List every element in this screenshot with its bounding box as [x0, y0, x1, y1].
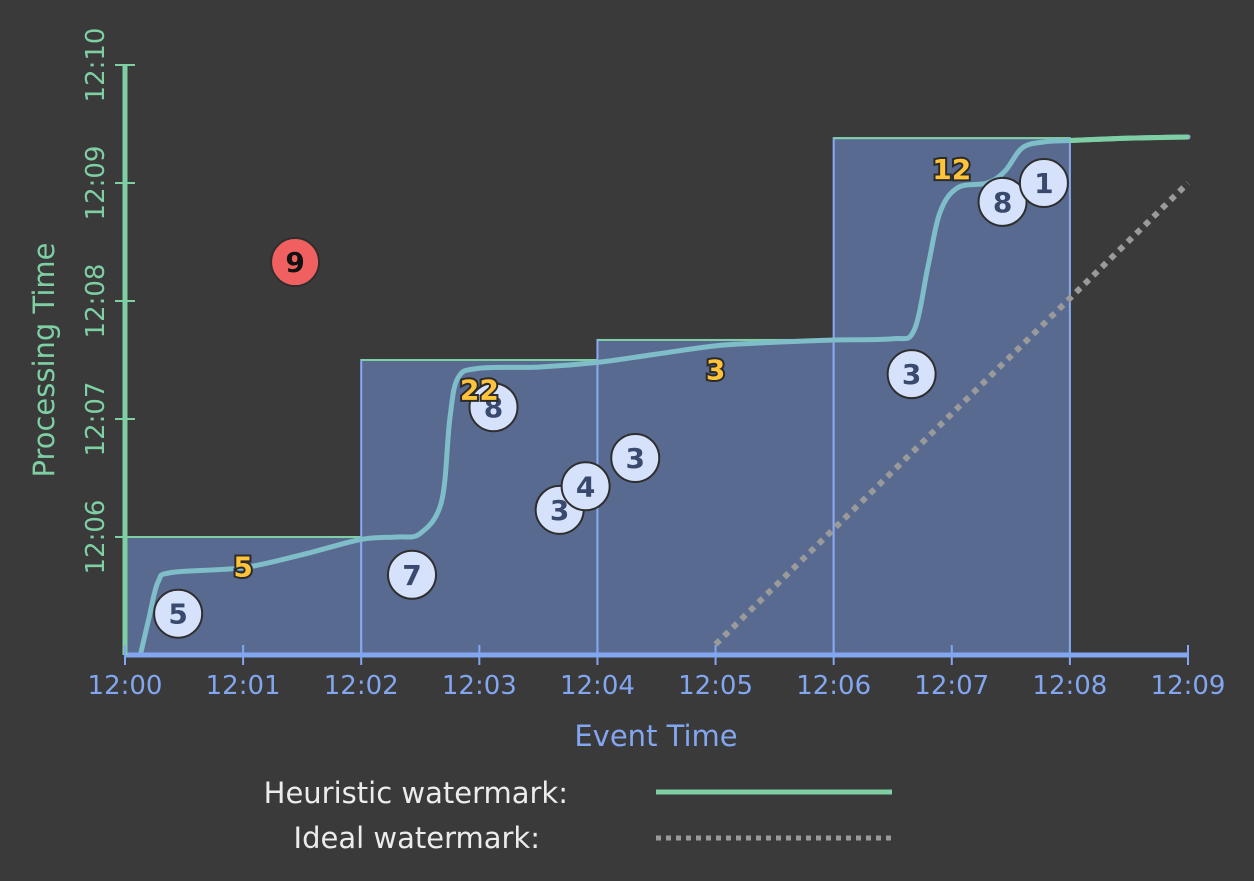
- input-point: 7: [387, 549, 438, 600]
- x-tick-label: 12:09: [1151, 671, 1226, 701]
- input-point-label: 3: [550, 494, 569, 527]
- y-tick-label: 12:07: [81, 382, 111, 457]
- x-axis-title: Event Time: [574, 719, 737, 753]
- window-4: [832, 137, 1071, 657]
- input-point: 8: [977, 176, 1028, 227]
- ideal-watermark: [713, 180, 1191, 647]
- ideal-watermark-line: [713, 180, 1191, 647]
- result-label: 3: [706, 353, 725, 386]
- y-tick-label: 12:10: [81, 28, 111, 103]
- y-tick-label: 12:08: [81, 264, 111, 339]
- input-point: 4: [560, 461, 611, 512]
- late-input-point-circle: [270, 237, 321, 288]
- input-point: 1: [1018, 158, 1069, 208]
- heuristic-watermark: [137, 134, 1191, 658]
- late-input-point: 9: [270, 237, 321, 288]
- x-tick-label: 12:07: [914, 671, 989, 701]
- x-tick-label: 12:03: [442, 671, 517, 701]
- legend-ideal-label: Ideal watermark:: [294, 821, 540, 855]
- x-tick-label: 12:06: [796, 671, 871, 701]
- input-point-circle: [977, 176, 1028, 227]
- input-point-label: 3: [902, 358, 921, 391]
- input-point-circle: [886, 349, 937, 400]
- input-point-label: 7: [402, 559, 421, 592]
- heuristic-watermark-tail: [1069, 134, 1189, 144]
- x-tick-label: 12:02: [324, 671, 399, 701]
- input-point: 3: [610, 432, 661, 483]
- input-point-circle: [560, 461, 611, 512]
- x-tick-label: 12:05: [678, 671, 753, 701]
- x-tick-label: 12:08: [1032, 671, 1107, 701]
- windows: [124, 137, 1071, 657]
- y-axis-title: Processing Time: [27, 242, 61, 477]
- heuristic-watermark-line: [137, 134, 1191, 658]
- x-tick-label: 12:01: [206, 671, 281, 701]
- input-point: 8: [468, 382, 519, 433]
- result-labels: 5 22 3 12: [231, 151, 973, 586]
- legend: Heuristic watermark: Ideal watermark:: [264, 776, 892, 855]
- input-point-circle: [468, 382, 519, 433]
- y-tick-label: 12:09: [81, 146, 111, 221]
- result-label: 12: [932, 153, 971, 186]
- window-3: [596, 338, 835, 656]
- input-point-label: 4: [576, 470, 595, 503]
- result-label: 5: [233, 551, 252, 584]
- input-point-label: 3: [625, 442, 644, 475]
- y-tick-label: 12:06: [81, 500, 111, 575]
- input-point-circle: [610, 432, 661, 483]
- late-input-point-label: 9: [285, 246, 304, 279]
- input-point: 3: [886, 349, 937, 400]
- axes: 12:00 12:01 12:02 12:03 12:04 12:05 12:06 12:07…: [81, 28, 1225, 701]
- legend-heuristic-label: Heuristic watermark:: [264, 776, 568, 810]
- input-point-label: 5: [168, 598, 187, 631]
- input-point-label: 1: [1034, 167, 1053, 200]
- input-point-circle: [1018, 158, 1069, 208]
- input-point-circle: [153, 588, 204, 639]
- x-tick-label: 12:00: [88, 671, 163, 701]
- input-point-circle: [387, 549, 438, 600]
- input-point-label: 8: [993, 186, 1012, 219]
- x-tick-label: 12:04: [560, 671, 635, 701]
- input-point-label: 8: [484, 391, 503, 424]
- result-label: 22: [460, 374, 499, 407]
- input-point: 5: [153, 588, 204, 639]
